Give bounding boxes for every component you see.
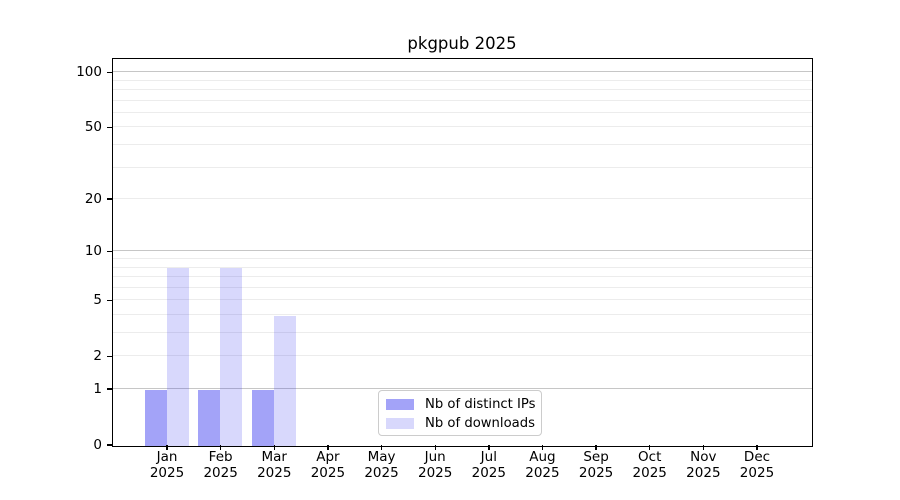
x-tick-year: 2025 (471, 464, 506, 481)
gridline-y-50 (112, 126, 812, 128)
y-tick-50 (106, 126, 113, 129)
bar-downloads-jan (166, 268, 189, 446)
bar-distinct-ips-mar (251, 389, 274, 446)
x-tick-year: 2025 (364, 464, 399, 481)
x-tick-label-aug: Aug 2025 (514, 449, 570, 481)
gridline-y-100 (112, 71, 812, 73)
x-tick-year: 2025 (203, 464, 238, 481)
legend-item-distinct-ips: Nb of distinct IPs (386, 396, 536, 413)
x-tick-month: Feb (208, 449, 233, 465)
x-tick-year: 2025 (149, 464, 185, 481)
bar-downloads-mar (273, 315, 296, 446)
y-tick-label-50: 50 (84, 119, 102, 136)
gridline-y-10 (112, 250, 812, 252)
y-tick-10 (106, 250, 113, 252)
x-tick-month: Sep (583, 449, 609, 465)
x-tick-label-nov: Nov 2025 (675, 449, 731, 481)
x-tick-sep (595, 444, 597, 450)
x-tick-year: 2025 (257, 464, 292, 481)
legend-label-downloads: Nb of downloads (425, 416, 535, 432)
gridline-y-7 (112, 276, 812, 278)
y-tick-label-5: 5 (93, 292, 102, 309)
x-tick-label-may: May 2025 (354, 449, 410, 481)
x-tick-year: 2025 (310, 464, 346, 481)
x-tick-jul (488, 444, 490, 450)
x-tick-label-jun: Jun 2025 (407, 449, 463, 481)
y-tick-label-10: 10 (84, 243, 102, 260)
y-tick-20 (106, 198, 113, 200)
x-tick-apr (327, 444, 329, 450)
x-tick-feb (220, 444, 222, 450)
gridline-y-8 (112, 266, 812, 268)
gridline-y-3 (112, 332, 812, 334)
x-tick-jun (434, 444, 436, 450)
x-tick-year: 2025 (578, 464, 614, 481)
chart-title: pkgpub 2025 (407, 34, 517, 53)
gridline-y-1 (112, 388, 812, 389)
x-tick-month: Jun (424, 449, 446, 465)
y-tick-label-2: 2 (93, 348, 102, 365)
x-tick-label-sep: Sep 2025 (568, 449, 624, 481)
x-tick-month: Jul (480, 449, 497, 465)
legend-item-downloads: Nb of downloads (386, 416, 535, 433)
y-tick-label-100: 100 (76, 64, 102, 81)
x-tick-month: Mar (261, 449, 287, 465)
x-tick-month: Jan (156, 449, 178, 465)
y-tick-5 (106, 299, 113, 301)
x-tick-year: 2025 (632, 464, 667, 481)
gridline-y-90 (112, 79, 812, 81)
gridline-y-9 (112, 258, 812, 259)
x-tick-year: 2025 (525, 464, 560, 481)
x-tick-label-jul: Jul 2025 (461, 449, 517, 481)
x-tick-month: Dec (743, 449, 771, 465)
x-tick-month: Aug (529, 449, 556, 465)
plot-area (111, 57, 813, 447)
y-tick-2 (106, 355, 113, 357)
x-tick-year: 2025 (686, 464, 721, 481)
x-tick-label-mar: Mar 2025 (246, 449, 302, 481)
gridline-y-70 (112, 99, 812, 101)
x-tick-label-apr: Apr 2025 (300, 449, 356, 481)
bar-distinct-ips-feb (198, 389, 221, 446)
gridline-y-80 (112, 89, 812, 91)
gridline-y-30 (112, 166, 812, 168)
x-tick-label-jan: Jan 2025 (139, 449, 195, 481)
x-tick-month: Oct (638, 449, 662, 465)
x-tick-label-dec: Dec 2025 (729, 449, 785, 481)
gridline-y-20 (112, 198, 812, 200)
legend-swatch-downloads (386, 418, 414, 430)
x-tick-aug (541, 444, 544, 450)
x-tick-nov (702, 444, 705, 450)
bar-distinct-ips-jan (144, 389, 167, 446)
x-tick-month: Apr (316, 449, 340, 465)
gridline-y-2 (112, 355, 812, 357)
x-tick-may (380, 444, 383, 450)
y-tick-label-1: 1 (93, 381, 102, 397)
legend: Nb of distinct IPs Nb of downloads (378, 390, 542, 436)
x-tick-jan (166, 444, 168, 450)
y-tick-label-20: 20 (84, 191, 102, 208)
x-tick-dec (756, 444, 758, 450)
x-tick-oct (649, 444, 651, 450)
x-tick-year: 2025 (417, 464, 453, 481)
gridline-y-5 (112, 299, 812, 301)
gridline-y-60 (112, 111, 812, 113)
x-tick-label-feb: Feb 2025 (193, 449, 249, 481)
x-tick-month: May (367, 449, 396, 465)
gridline-y-6 (112, 286, 812, 288)
legend-label-distinct-ips: Nb of distinct IPs (425, 396, 536, 412)
x-tick-month: Nov (690, 449, 717, 465)
gridline-y-4 (112, 313, 812, 315)
bar-downloads-feb (220, 268, 243, 446)
x-tick-mar (273, 444, 275, 450)
y-tick-label-0: 0 (93, 437, 102, 453)
x-tick-year: 2025 (739, 464, 775, 481)
legend-swatch-distinct-ips (386, 398, 414, 410)
gridline-y-40 (112, 144, 812, 146)
y-tick-1 (106, 388, 113, 390)
y-tick-0 (106, 444, 113, 446)
y-tick-100 (106, 71, 113, 73)
x-tick-label-oct: Oct 2025 (622, 449, 678, 481)
